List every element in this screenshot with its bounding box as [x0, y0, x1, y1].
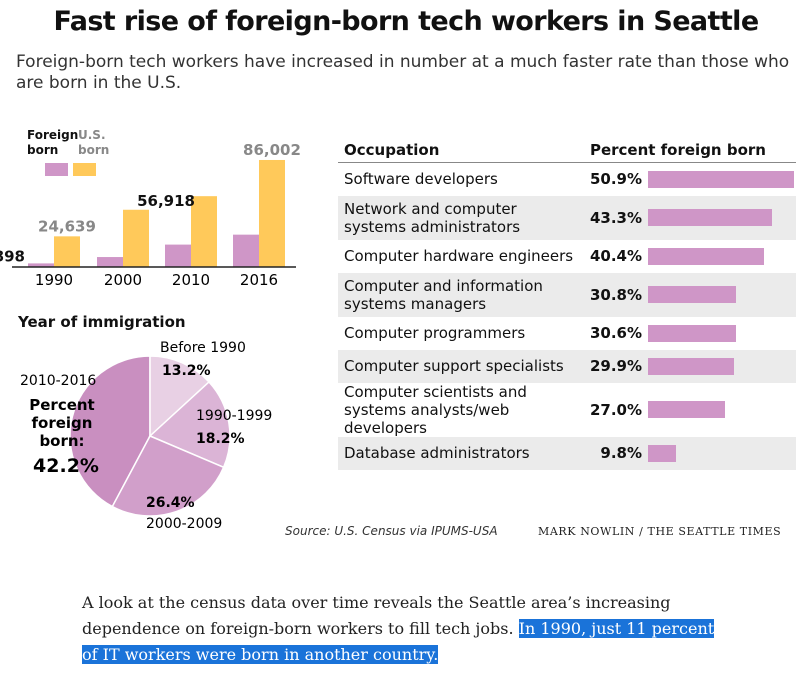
bar-data-label: 86,002: [243, 141, 301, 159]
legend-foreign-swatch: [45, 163, 68, 176]
table-row: Software developers 50.9%: [338, 163, 796, 196]
table-row: Network and computer systems administrato…: [338, 195, 796, 240]
bar-data-label: 56,918: [137, 192, 195, 210]
legend-us-swatch: [73, 163, 96, 176]
percent-bar: [648, 170, 794, 188]
pie-title-text: Year of immigration: [18, 313, 186, 331]
bar-cell: [648, 272, 796, 317]
legend-foreign-text: Foreign born: [27, 128, 79, 157]
table-row: Computer hardware engineers 40.4%: [338, 240, 796, 273]
occupation-name: Database administrators: [338, 436, 584, 470]
pie-slice-2010-2016: [69, 355, 151, 508]
pie-label: 42.2%: [33, 455, 99, 477]
occupation-name: Computer programmers: [344, 324, 526, 342]
pie-label: 18.2%: [196, 431, 245, 447]
pie-label: foreign: [32, 414, 93, 432]
percent-value: 50.9%: [589, 170, 642, 189]
bar-foreign-2010: [165, 244, 191, 267]
table-row: Computer programmers 30.6%: [338, 317, 796, 350]
x-tick-2000: 2000: [104, 271, 142, 289]
bar-us-2000: [123, 209, 149, 267]
occupation-name: Computer hardware engineers: [344, 247, 574, 265]
pie-label: 26.4%: [146, 495, 195, 511]
pie-slice-Before 1990: [149, 355, 211, 438]
article-text: A look at the census data over time reve…: [82, 593, 671, 638]
percent-value: 40.4%: [589, 247, 642, 265]
bar-cell: [648, 383, 796, 437]
x-tick-2010: 2010: [172, 271, 210, 289]
table-row: Computer scientists and systems analysts/…: [338, 383, 796, 437]
occupation-name: Computer support specialists: [338, 349, 584, 383]
bar-foreign-2000: [97, 257, 123, 267]
bar-us-1990: [54, 236, 80, 267]
pie-slice-2000-2009: [111, 435, 225, 517]
pie-slice-1990-1999: [148, 380, 231, 469]
pie-title: Year of immigration: [18, 313, 186, 331]
bar-cell: [648, 195, 796, 240]
pie-label: 2000-2009: [146, 516, 222, 532]
x-tick-1990: 1990: [35, 271, 73, 289]
bar-cell: [648, 436, 796, 470]
percent-bar: [648, 209, 773, 226]
census-bar-chart: 1990 2000 2010 2016 2,898 24,639 56,918 86,002: [0, 141, 301, 289]
bar-us-2016: [259, 159, 285, 267]
bar-cell: [648, 240, 796, 273]
percent-bar: [648, 401, 726, 418]
bar-foreign-1990: [28, 263, 54, 267]
occupation-name: Computer and information systems managers: [338, 272, 584, 317]
bar-data-label: 24,639: [38, 217, 96, 235]
legend-us-label: U.S. born: [78, 128, 109, 158]
percent-bar: [648, 444, 677, 462]
occupation-name: Network and computer systems administrato…: [338, 195, 584, 240]
pie-label: 1990-1999: [196, 408, 272, 424]
bar-cell: [648, 349, 796, 383]
percent-value: 29.9%: [583, 349, 648, 383]
pie-label: 13.2%: [162, 363, 211, 379]
x-tick-2016: 2016: [240, 271, 278, 289]
percent-header: Percent foreign born: [583, 136, 796, 163]
percent-value: 27.0%: [589, 400, 642, 419]
table-row: Computer and information systems managers…: [338, 272, 796, 317]
percent-bar: [648, 357, 734, 375]
occupation-name: Software developers: [344, 170, 498, 189]
percent-value: 9.8%: [583, 436, 648, 470]
occupation-name: Computer scientists and systems analysts/…: [344, 382, 527, 437]
percent-value: 30.6%: [589, 324, 642, 342]
table-row: Database administrators 9.8%: [338, 436, 796, 470]
percent-bar: [648, 324, 736, 342]
percent-bar: [648, 286, 737, 303]
source-note: Source: U.S. Census via IPUMS-USA: [285, 524, 498, 538]
pie-label: 2010-2016: [20, 373, 96, 389]
bar-us-2010: [191, 196, 217, 267]
legend-foreign-label: Foreign born: [27, 128, 78, 158]
pie-label: Before 1990: [160, 340, 246, 356]
bar-cell: [648, 163, 796, 196]
pie-label: born:: [39, 432, 84, 450]
table-row: Computer support specialists 29.9%: [338, 349, 796, 383]
occupation-header: Occupation: [338, 136, 584, 163]
article-paragraph: A look at the census data over time reve…: [82, 590, 722, 668]
chart-subtitle: Foreign-born tech workers have increased…: [16, 52, 790, 93]
percent-bar: [648, 247, 764, 265]
bar-data-label: 2,898: [0, 247, 25, 265]
legend-us-text: U.S. born: [78, 128, 110, 157]
bar-cell: [648, 317, 796, 350]
pie-label: Percent: [29, 396, 94, 414]
credit-line: MARK NOWLIN / THE SEATTLE TIMES: [538, 525, 782, 538]
bar-foreign-2016: [233, 234, 259, 267]
percent-value: 43.3%: [583, 195, 648, 240]
chart-title: Fast rise of foreign-born tech workers i…: [53, 6, 759, 37]
percent-value: 30.8%: [583, 272, 648, 317]
immigration-pie-chart: Before 1990 13.2% 1990-1999 18.2% 26.4% 2000-…: [20, 340, 272, 532]
occupation-table: Occupation Percent foreign born Software…: [338, 136, 796, 470]
